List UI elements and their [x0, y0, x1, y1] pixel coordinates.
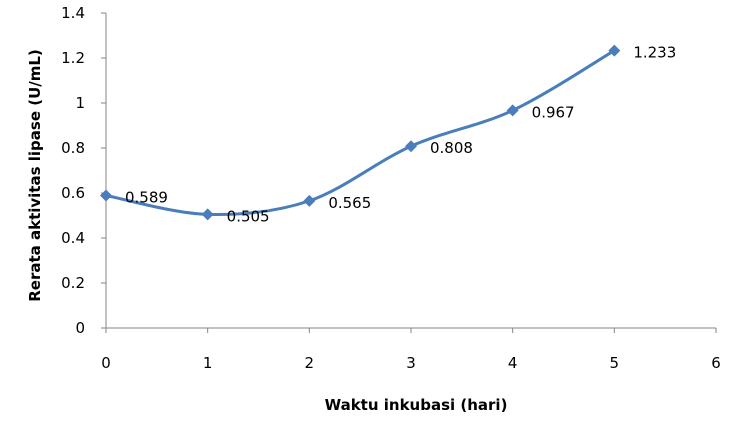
y-tick-label: 0: [75, 319, 85, 337]
data-point-marker: [100, 189, 112, 202]
data-label: 0.505: [227, 207, 270, 225]
x-axis-title: Waktu inkubasi (hari): [325, 396, 508, 414]
data-label: 0.967: [532, 103, 575, 121]
data-point-marker: [201, 208, 214, 221]
series: 0.589 0.505 0.565 0.808 0.967 1.233: [100, 44, 676, 225]
data-point-marker: [608, 44, 621, 57]
y-tick-label: 1.2: [61, 49, 85, 67]
y-tick-label: 0.8: [61, 139, 85, 157]
x-tick-label: 5: [610, 354, 620, 372]
y-tick-label: 0.6: [61, 184, 85, 202]
series-line: [105, 49, 616, 217]
data-label: 0.565: [328, 194, 371, 212]
data-point-marker: [405, 140, 417, 153]
data-point-marker: [303, 194, 316, 207]
x-tick-label: 3: [406, 354, 416, 372]
axes: [105, 13, 716, 329]
data-label: 0.589: [125, 188, 168, 206]
y-tick-label: 1: [75, 94, 85, 112]
data-point-marker: [506, 104, 519, 117]
x-tick-label: 6: [711, 354, 721, 372]
ticks: 0 0.2 0.4 0.6 0.8 1 1.2 1.4 0 1 2 3 4 5 6: [61, 4, 721, 372]
x-tick-label: 4: [508, 354, 518, 372]
y-axis-title: Rerata aktivitas lipase (U/mL): [26, 49, 44, 302]
x-tick-label: 1: [203, 354, 213, 372]
y-tick-label: 0.2: [61, 274, 85, 292]
y-tick-label: 0.4: [61, 229, 85, 247]
y-tick-label: 1.4: [61, 4, 85, 22]
x-tick-label: 0: [101, 354, 111, 372]
data-label: 1.233: [633, 44, 676, 62]
data-label: 0.808: [430, 139, 473, 157]
x-tick-label: 2: [305, 354, 315, 372]
